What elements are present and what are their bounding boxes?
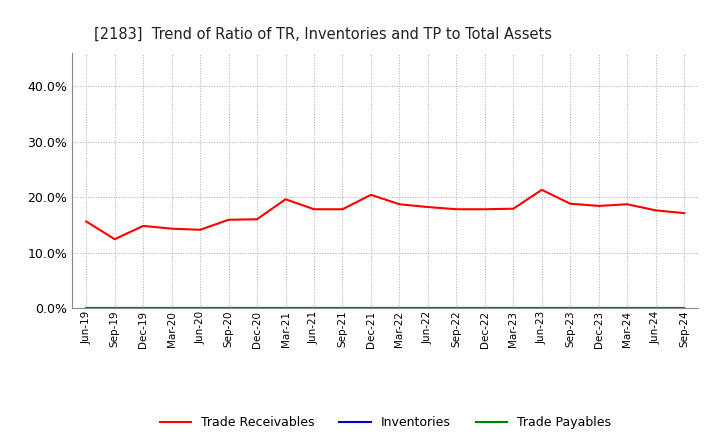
Inventories — [338, 305, 347, 311]
Trade Payables — [196, 305, 204, 311]
Trade Payables — [680, 305, 688, 311]
Trade Payables — [509, 305, 518, 311]
Inventories — [680, 305, 688, 311]
Inventories — [595, 305, 603, 311]
Trade Payables — [566, 305, 575, 311]
Inventories — [395, 305, 404, 311]
Line: Trade Receivables: Trade Receivables — [86, 190, 684, 239]
Trade Receivables — [623, 202, 631, 207]
Inventories — [167, 305, 176, 311]
Trade Payables — [480, 305, 489, 311]
Trade Receivables — [310, 207, 318, 212]
Trade Payables — [110, 305, 119, 311]
Inventories — [310, 305, 318, 311]
Trade Payables — [139, 305, 148, 311]
Inventories — [82, 305, 91, 311]
Inventories — [366, 305, 375, 311]
Trade Receivables — [652, 208, 660, 213]
Inventories — [537, 305, 546, 311]
Inventories — [110, 305, 119, 311]
Trade Receivables — [366, 192, 375, 198]
Trade Receivables — [282, 197, 290, 202]
Trade Payables — [338, 305, 347, 311]
Trade Receivables — [423, 205, 432, 210]
Text: [2183]  Trend of Ratio of TR, Inventories and TP to Total Assets: [2183] Trend of Ratio of TR, Inventories… — [94, 26, 552, 41]
Trade Payables — [282, 305, 290, 311]
Trade Receivables — [680, 210, 688, 216]
Trade Receivables — [167, 226, 176, 231]
Trade Payables — [253, 305, 261, 311]
Trade Payables — [225, 305, 233, 311]
Trade Payables — [366, 305, 375, 311]
Inventories — [253, 305, 261, 311]
Inventories — [423, 305, 432, 311]
Trade Receivables — [537, 187, 546, 192]
Trade Payables — [395, 305, 404, 311]
Trade Receivables — [253, 216, 261, 222]
Trade Payables — [167, 305, 176, 311]
Inventories — [196, 305, 204, 311]
Trade Receivables — [338, 207, 347, 212]
Inventories — [566, 305, 575, 311]
Trade Receivables — [196, 227, 204, 232]
Trade Receivables — [595, 203, 603, 209]
Inventories — [652, 305, 660, 311]
Trade Payables — [423, 305, 432, 311]
Inventories — [282, 305, 290, 311]
Inventories — [452, 305, 461, 311]
Trade Payables — [82, 305, 91, 311]
Inventories — [623, 305, 631, 311]
Trade Payables — [623, 305, 631, 311]
Trade Receivables — [452, 207, 461, 212]
Trade Payables — [652, 305, 660, 311]
Trade Receivables — [395, 202, 404, 207]
Trade Payables — [537, 305, 546, 311]
Inventories — [480, 305, 489, 311]
Trade Receivables — [509, 206, 518, 211]
Legend: Trade Receivables, Inventories, Trade Payables: Trade Receivables, Inventories, Trade Pa… — [155, 411, 616, 434]
Trade Receivables — [139, 223, 148, 228]
Trade Receivables — [225, 217, 233, 223]
Inventories — [139, 305, 148, 311]
Trade Payables — [595, 305, 603, 311]
Trade Receivables — [82, 219, 91, 224]
Trade Receivables — [480, 207, 489, 212]
Trade Payables — [310, 305, 318, 311]
Trade Payables — [452, 305, 461, 311]
Trade Receivables — [566, 201, 575, 206]
Inventories — [225, 305, 233, 311]
Inventories — [509, 305, 518, 311]
Trade Receivables — [110, 237, 119, 242]
